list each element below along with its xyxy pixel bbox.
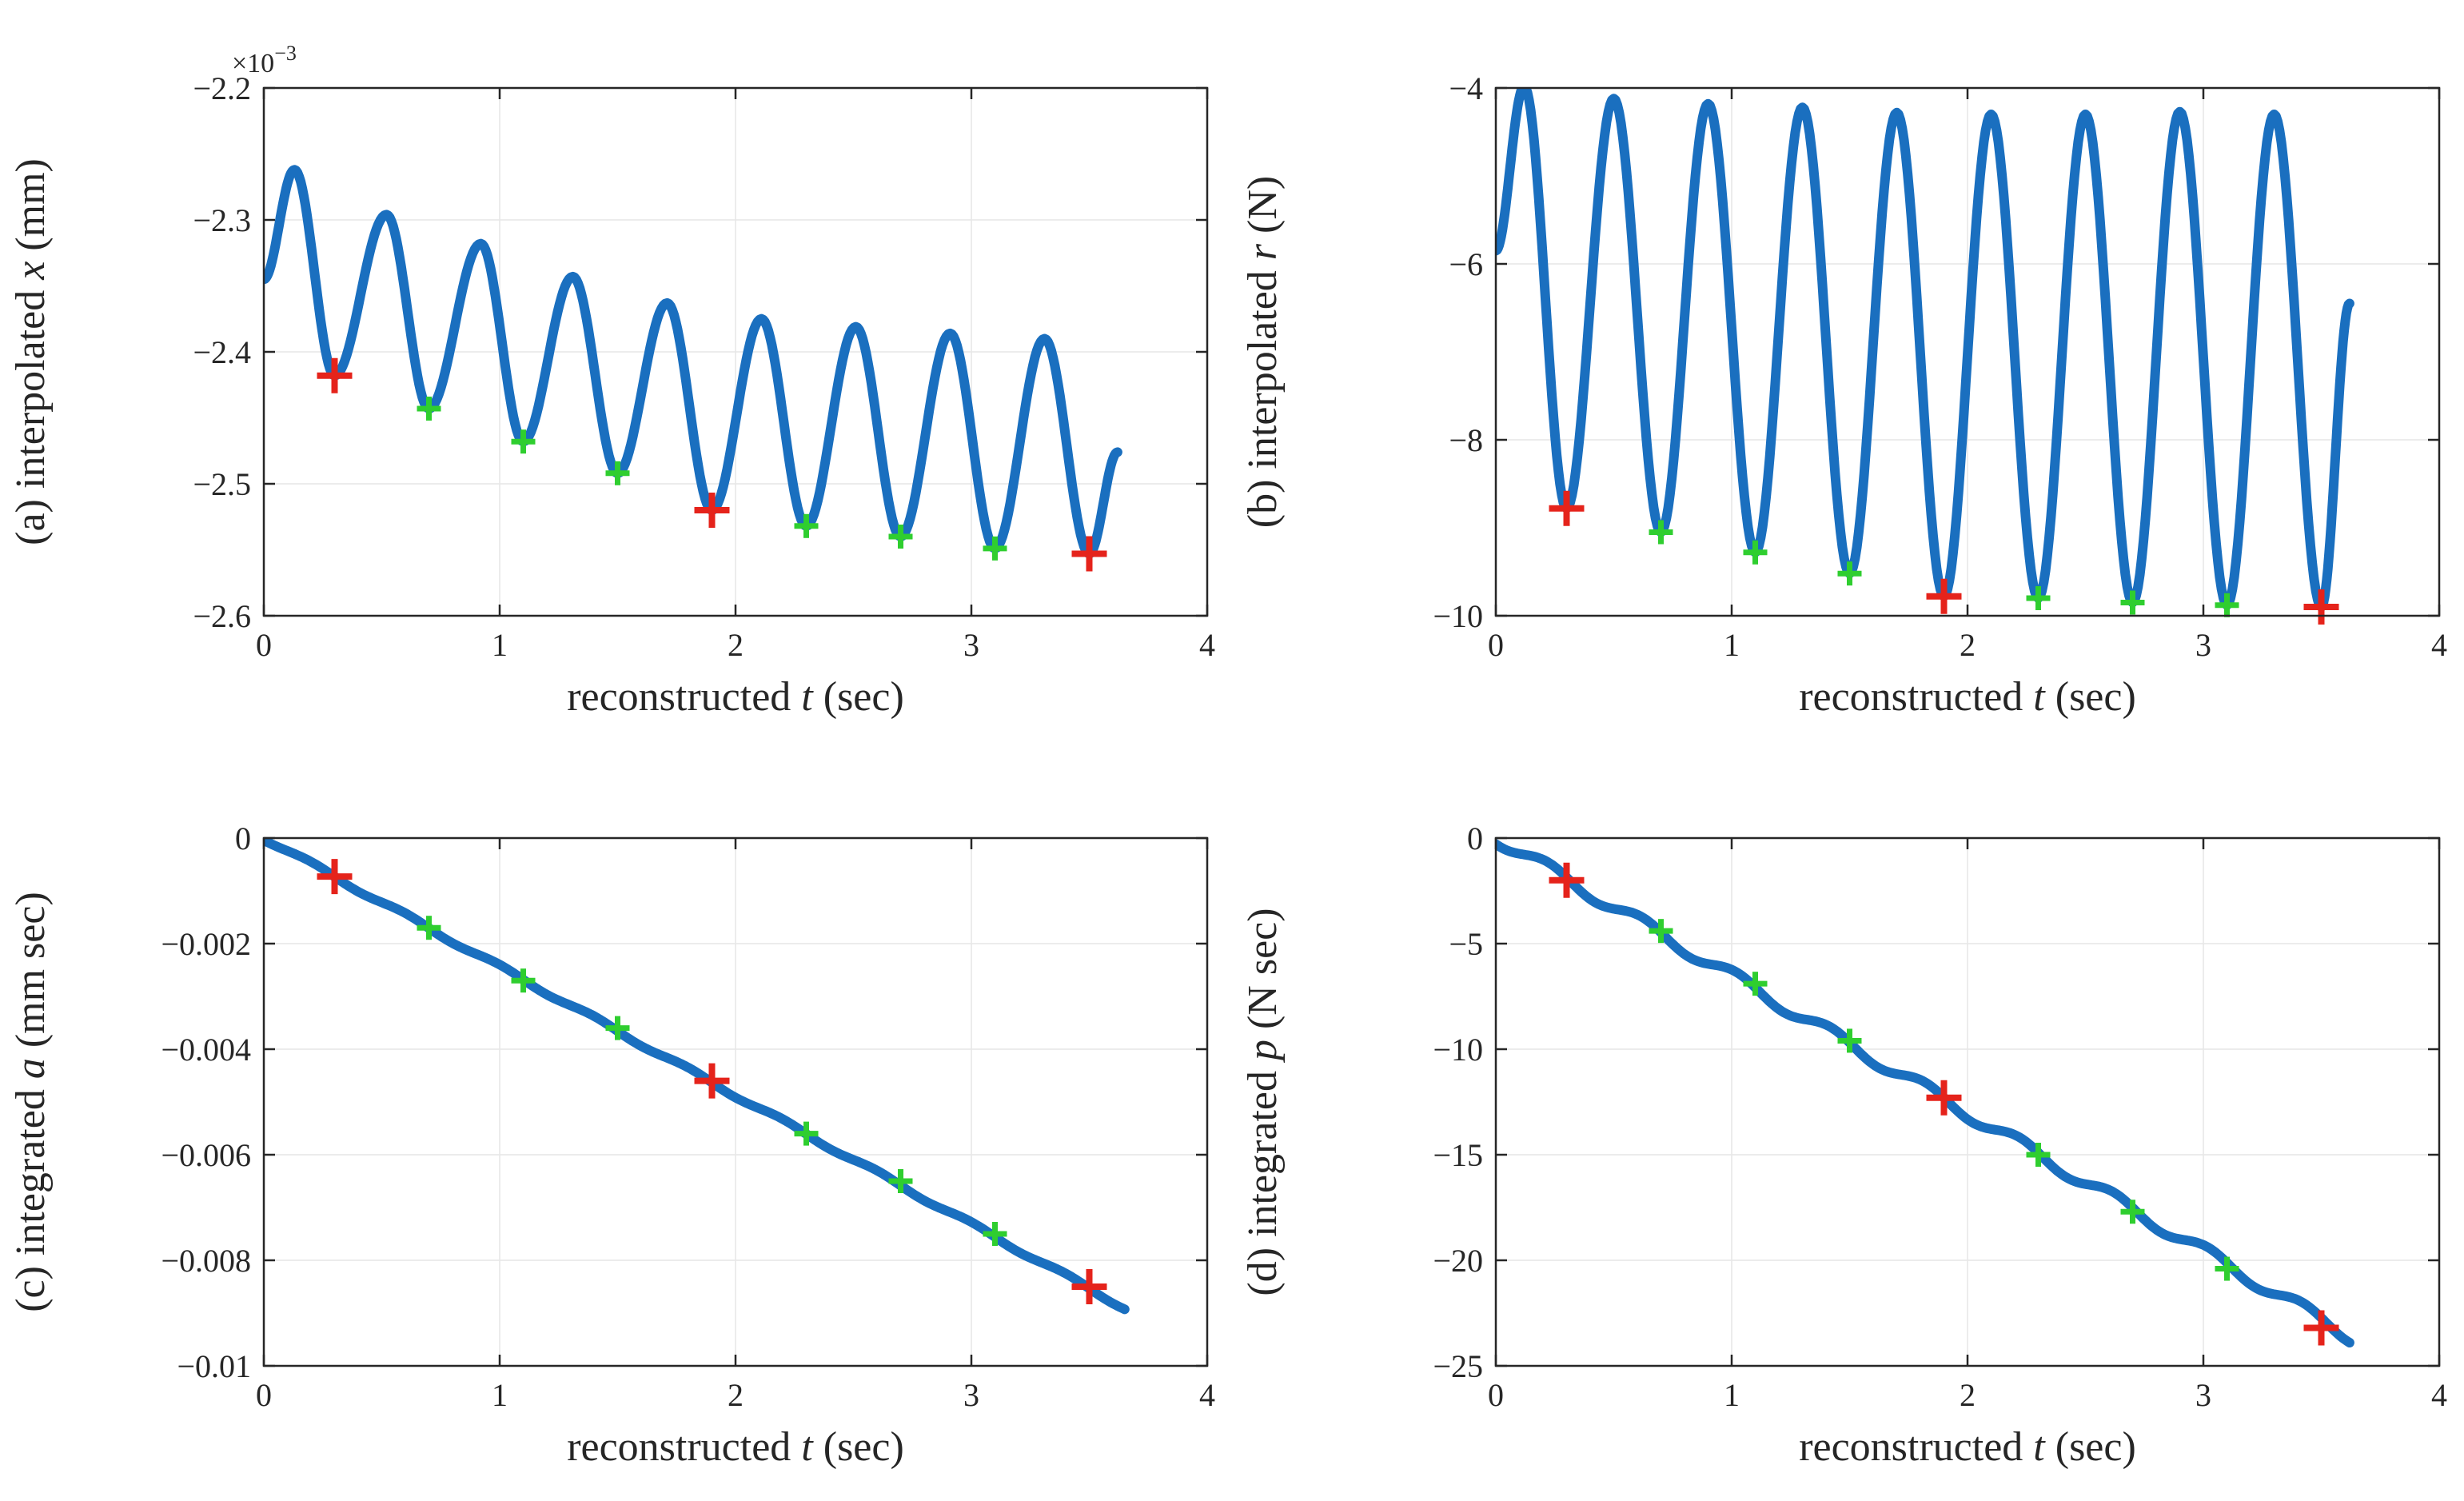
y-tick-label: −2.2 (193, 70, 251, 106)
green-plus-marker (2120, 1200, 2145, 1224)
y-tick-label: −10 (1433, 598, 1483, 634)
x-axis-label: reconstructed t (sec) (1799, 1424, 2136, 1470)
y-tick-label: −15 (1433, 1137, 1483, 1173)
red-plus-marker (2303, 589, 2339, 625)
data-curve (264, 165, 1122, 559)
red-plus-marker (1071, 536, 1107, 572)
x-tick-label: 0 (1488, 1377, 1504, 1413)
green-plus-marker (605, 1016, 630, 1040)
x-tick-label: 0 (1488, 627, 1504, 663)
x-tick-label: 1 (492, 1377, 508, 1413)
red-plus-marker (694, 493, 730, 528)
chart-svg-d: 0 1 2 3 4 0 −5 −10 −15 −20 −25 reconstructed t (sec… (1240, 820, 2447, 1470)
y-tick-label: −10 (1433, 1032, 1483, 1068)
y-axis-exponent: ×10−3 (232, 42, 297, 78)
x-tick-label: 0 (256, 627, 272, 663)
x-tick-label: 1 (1724, 1377, 1740, 1413)
green-plus-marker (2215, 1256, 2239, 1281)
x-tick-label: 3 (2195, 627, 2211, 663)
x-tick-label: 1 (492, 627, 508, 663)
green-plus-marker (888, 525, 913, 549)
green-plus-marker (2215, 593, 2239, 617)
green-plus-marker (2120, 590, 2145, 615)
green-plus-marker (983, 1222, 1007, 1246)
y-tick-label: 0 (1467, 820, 1483, 856)
y-axis-label: (c) integrated a (mm sec) (8, 892, 54, 1312)
y-tick-label: −4 (1449, 70, 1483, 106)
x-tick-label: 3 (963, 627, 979, 663)
green-plus-marker (1837, 1028, 1862, 1053)
y-tick-label: −0.008 (161, 1243, 251, 1279)
y-tick-label: −20 (1433, 1243, 1483, 1279)
green-plus-marker (1649, 919, 1673, 944)
x-tick-label: 3 (963, 1377, 979, 1413)
green-plus-marker (983, 536, 1007, 561)
y-axis-label: (b) interpolated r (N) (1240, 176, 1286, 528)
panel-b: 0 1 2 3 4 −10 −8 −6 −4 reconstructed t (sec) (b) i… (1232, 0, 2464, 750)
x-tick-label: 1 (1724, 627, 1740, 663)
y-tick-label: −0.01 (177, 1348, 251, 1384)
y-tick-label: −2.3 (193, 202, 251, 238)
x-tick-label: 0 (256, 1377, 272, 1413)
y-tick-label: −2.6 (193, 598, 251, 634)
y-tick-label: −0.004 (161, 1032, 251, 1068)
red-plus-marker (694, 1063, 730, 1099)
x-axis-label: reconstructed t (sec) (567, 1424, 904, 1470)
green-plus-marker (511, 968, 536, 993)
red-plus-marker (1549, 490, 1585, 526)
chart-svg-b: 0 1 2 3 4 −10 −8 −6 −4 reconstructed t (sec) (b) i… (1240, 70, 2447, 720)
x-tick-label: 3 (2195, 1377, 2211, 1413)
chart-svg-a: 0 1 2 3 4 −2.6 −2.5 −2.4 −2.3 −2.2×10−3 reconstruc… (8, 42, 1215, 720)
chart-svg-c: 0 1 2 3 4 0 −0.002 −0.004 −0.006 −0.008 −0.01 recon… (8, 820, 1215, 1470)
green-plus-marker (1837, 561, 1862, 586)
red-plus-marker (2303, 1310, 2339, 1346)
data-curve (1496, 839, 2354, 1347)
x-tick-label: 4 (1199, 627, 1215, 663)
green-plus-marker (417, 916, 441, 940)
green-plus-marker (794, 513, 819, 538)
red-plus-marker (1926, 1080, 1962, 1116)
panel-a: 0 1 2 3 4 −2.6 −2.5 −2.4 −2.3 −2.2 ×10−3 reconstruc… (0, 0, 1232, 750)
panel-d: 0 1 2 3 4 0 −5 −10 −15 −20 −25 reconstructed t (sec… (1232, 750, 2464, 1501)
red-plus-marker (1926, 578, 1962, 614)
green-plus-marker (1743, 540, 1768, 565)
y-tick-label: −6 (1449, 246, 1483, 282)
y-tick-label: −0.006 (161, 1137, 251, 1173)
x-axis-label: reconstructed t (sec) (567, 674, 904, 720)
green-plus-marker (1743, 972, 1768, 996)
y-tick-label: −5 (1449, 926, 1483, 962)
green-plus-marker (794, 1121, 819, 1146)
x-tick-label: 4 (1199, 1377, 1215, 1413)
x-tick-label: 2 (1960, 1377, 1976, 1413)
y-tick-label: −2.4 (193, 334, 251, 370)
x-tick-label: 4 (2431, 627, 2447, 663)
green-plus-marker (1649, 520, 1673, 545)
green-plus-marker (2026, 586, 2051, 610)
x-tick-label: 2 (728, 1377, 744, 1413)
x-tick-label: 2 (1960, 627, 1976, 663)
y-axis-label: (d) integrated p (N sec) (1240, 908, 1286, 1295)
y-tick-label: 0 (235, 820, 251, 856)
red-plus-marker (317, 859, 353, 895)
y-tick-label: −0.002 (161, 926, 251, 962)
panel-c: 0 1 2 3 4 0 −0.002 −0.004 −0.006 −0.008 −0.01 recon… (0, 750, 1232, 1501)
green-plus-marker (605, 461, 630, 485)
x-tick-label: 4 (2431, 1377, 2447, 1413)
y-tick-label: −25 (1433, 1348, 1483, 1384)
green-plus-marker (511, 429, 536, 454)
data-curve (1496, 88, 2354, 612)
green-plus-marker (417, 396, 441, 421)
red-plus-marker (317, 357, 353, 393)
red-plus-marker (1071, 1269, 1107, 1304)
data-curve (264, 838, 1130, 1315)
red-plus-marker (1549, 862, 1585, 898)
y-tick-label: −2.5 (193, 466, 251, 502)
y-tick-label: −8 (1449, 422, 1483, 458)
x-tick-label: 2 (728, 627, 744, 663)
green-plus-marker (888, 1169, 913, 1193)
y-axis-label: (a) interpolated x (mm) (8, 158, 54, 545)
x-axis-label: reconstructed t (sec) (1799, 674, 2136, 720)
green-plus-marker (2026, 1143, 2051, 1167)
